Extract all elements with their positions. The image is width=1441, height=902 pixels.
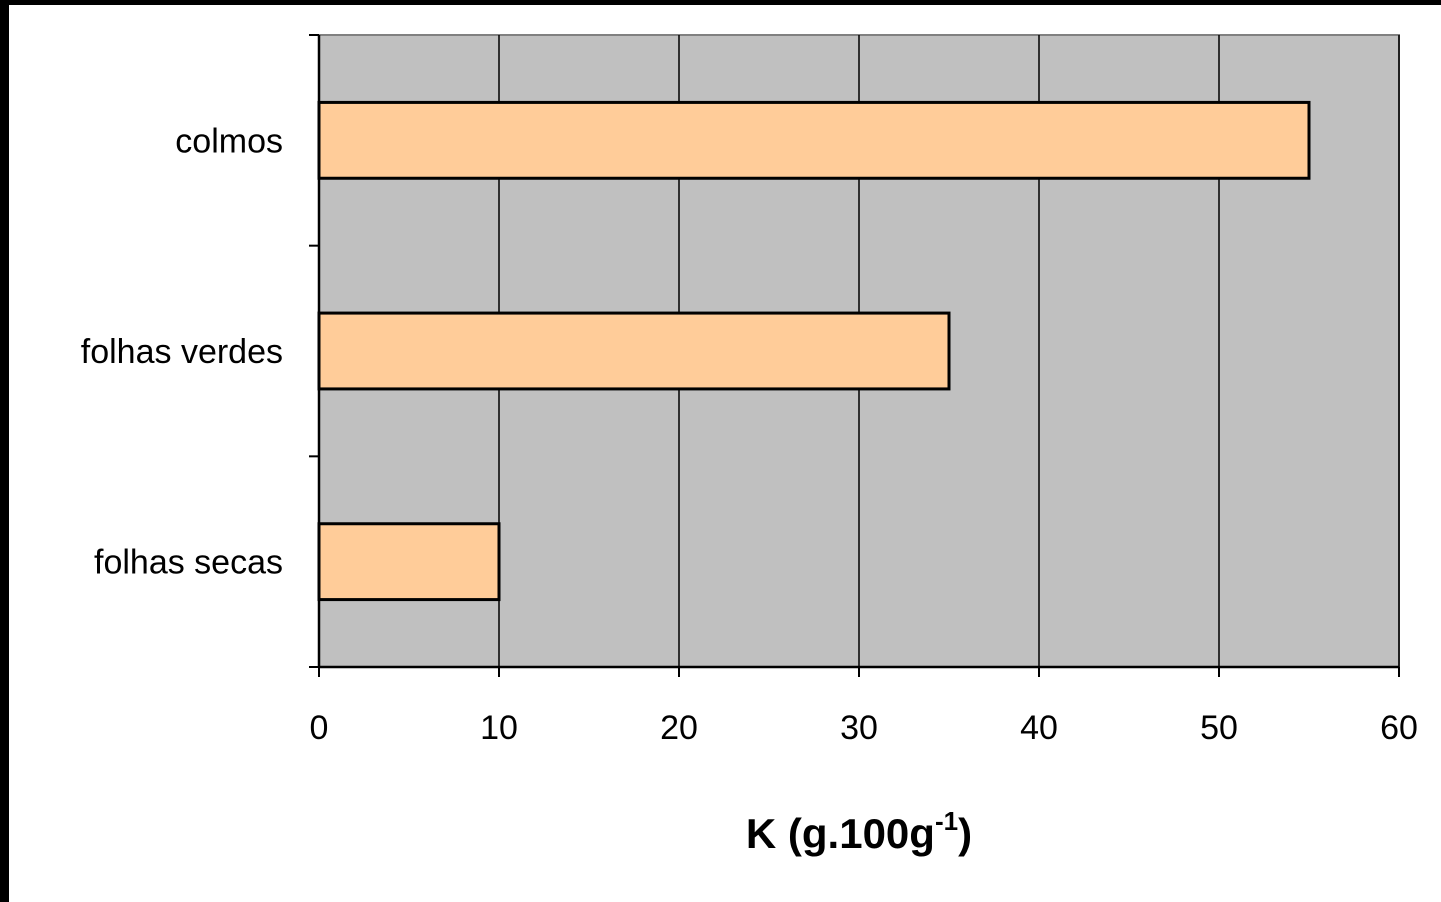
category-label-colmos: colmos xyxy=(175,122,283,160)
x-tick-label-40: 40 xyxy=(1020,709,1058,747)
bar-folhas-verdes xyxy=(317,311,951,391)
category-label-folhas-secas: folhas secas xyxy=(94,544,283,582)
x-tick-label-0: 0 xyxy=(310,709,329,747)
bar-folhas-secas xyxy=(317,522,501,602)
x-tick-label-10: 10 xyxy=(480,709,518,747)
x-axis-title-suffix: ) xyxy=(958,810,972,857)
x-axis-title-main: K (g.100g xyxy=(746,810,935,857)
labels: 0 10 20 30 40 50 60 colmos folhas verdes folhas s… xyxy=(81,122,1418,747)
bars xyxy=(317,100,1311,602)
axes xyxy=(309,34,1400,677)
x-axis-title: K (g.100g-1) xyxy=(746,806,972,857)
x-tick-label-50: 50 xyxy=(1200,709,1238,747)
bar-colmos xyxy=(317,100,1311,180)
x-tick-label-60: 60 xyxy=(1380,709,1418,747)
x-axis-title-superscript: -1 xyxy=(935,806,958,836)
x-tick-label-20: 20 xyxy=(660,709,698,747)
category-label-folhas-verdes: folhas verdes xyxy=(81,333,283,371)
x-tick-label-30: 30 xyxy=(840,709,878,747)
